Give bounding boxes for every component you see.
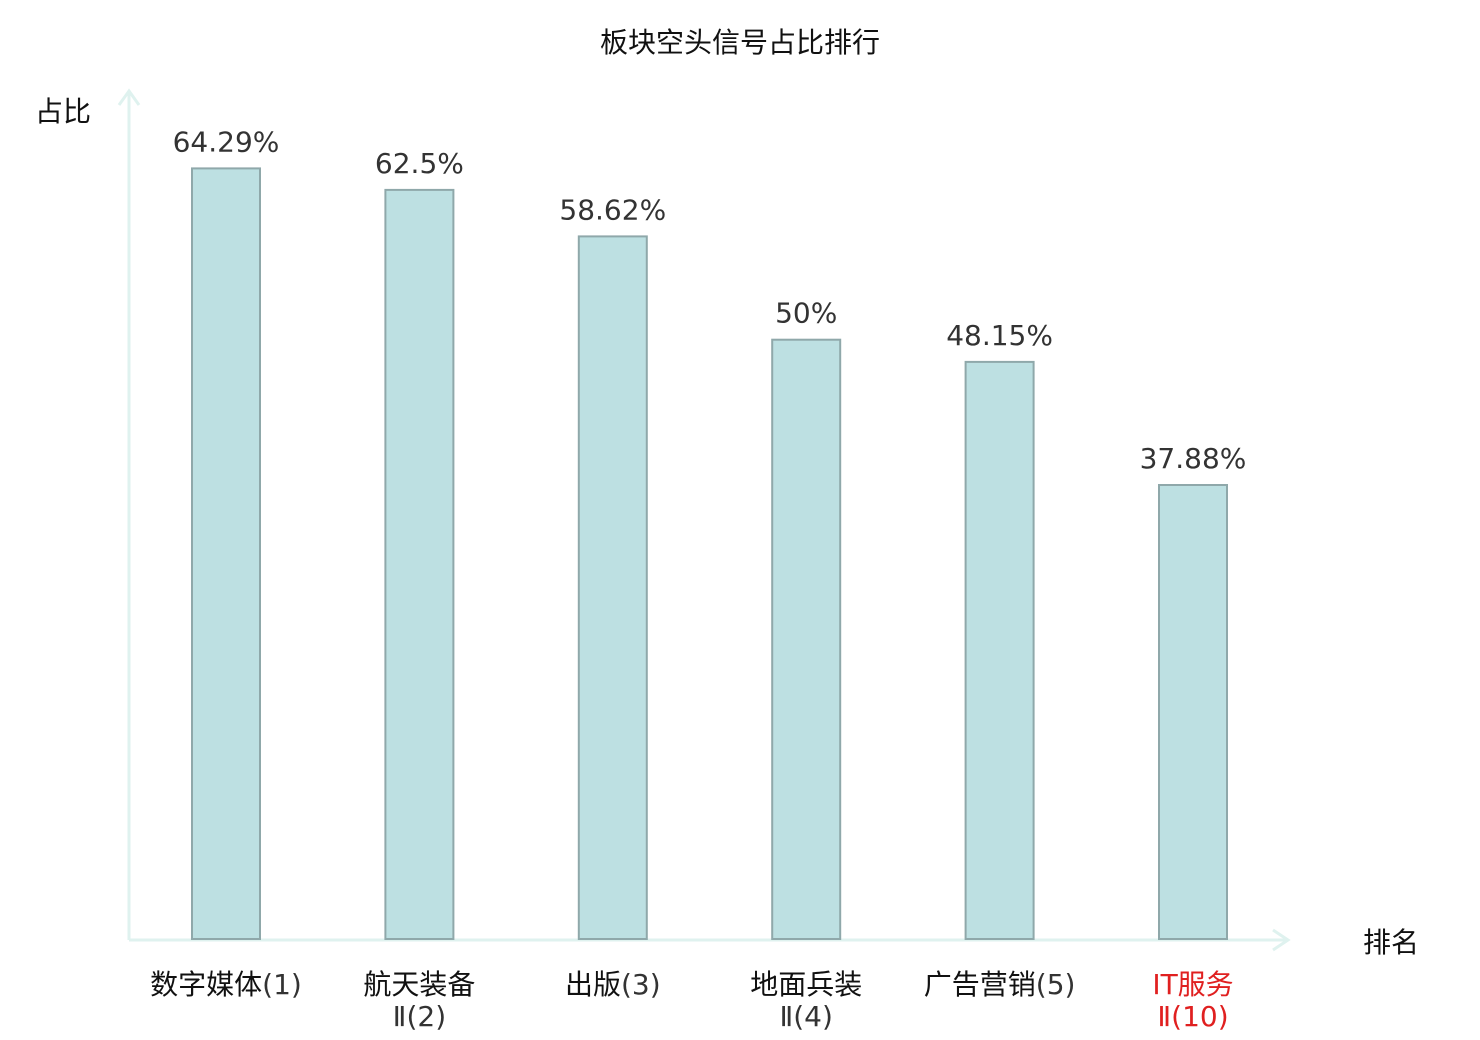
bar [964,360,1035,940]
x-axis-label: 排名 [1363,926,1419,959]
category-label: 广告营销(5) [924,968,1076,1001]
bars-group [191,167,1228,940]
category-rank: (1) [262,968,302,1001]
value-labels-group: 64.29% 62.5% 58.62% 50% 48.15% 37.88% [173,125,1247,475]
y-axis-label: 占比 [35,95,91,128]
bar-value-label: 64.29% [173,125,280,158]
bar-value-label: 50% [775,297,837,330]
chart-title: 板块空头信号占比排行 [600,26,880,59]
bar [384,188,455,940]
category-label: IT服务 [1152,968,1233,1001]
category-label: 航天装备 [363,968,475,1001]
category-name: 数字媒体 [150,968,262,1001]
category-rank: Ⅱ(4) [779,1000,832,1033]
bar [191,167,261,940]
category-rank: Ⅱ(2) [393,1000,446,1033]
category-rank: (3) [621,968,661,1001]
category-name: IT服务 [1152,968,1233,1001]
category-label: 出版(3) [565,968,661,1001]
x-axis-arrow [1272,928,1291,952]
category-rank: (5) [1036,968,1076,1001]
category-rank: Ⅱ(10) [1157,1000,1228,1033]
bar-value-label: 62.5% [375,147,464,180]
bar [577,235,648,940]
bar [771,338,842,940]
category-name: 航天装备 [363,968,475,1001]
y-axis-arrow [117,88,141,106]
bar-value-label: 37.88% [1140,442,1247,475]
bar [1158,484,1228,940]
category-label: 数字媒体(1) [150,968,302,1001]
bar-value-label: 48.15% [946,319,1053,352]
category-label: 地面兵装 [750,968,862,1001]
bar-value-label: 58.62% [559,193,666,226]
category-name: 出版 [565,968,621,1001]
category-name: 地面兵装 [750,968,862,1001]
category-name: 广告营销 [924,968,1036,1001]
